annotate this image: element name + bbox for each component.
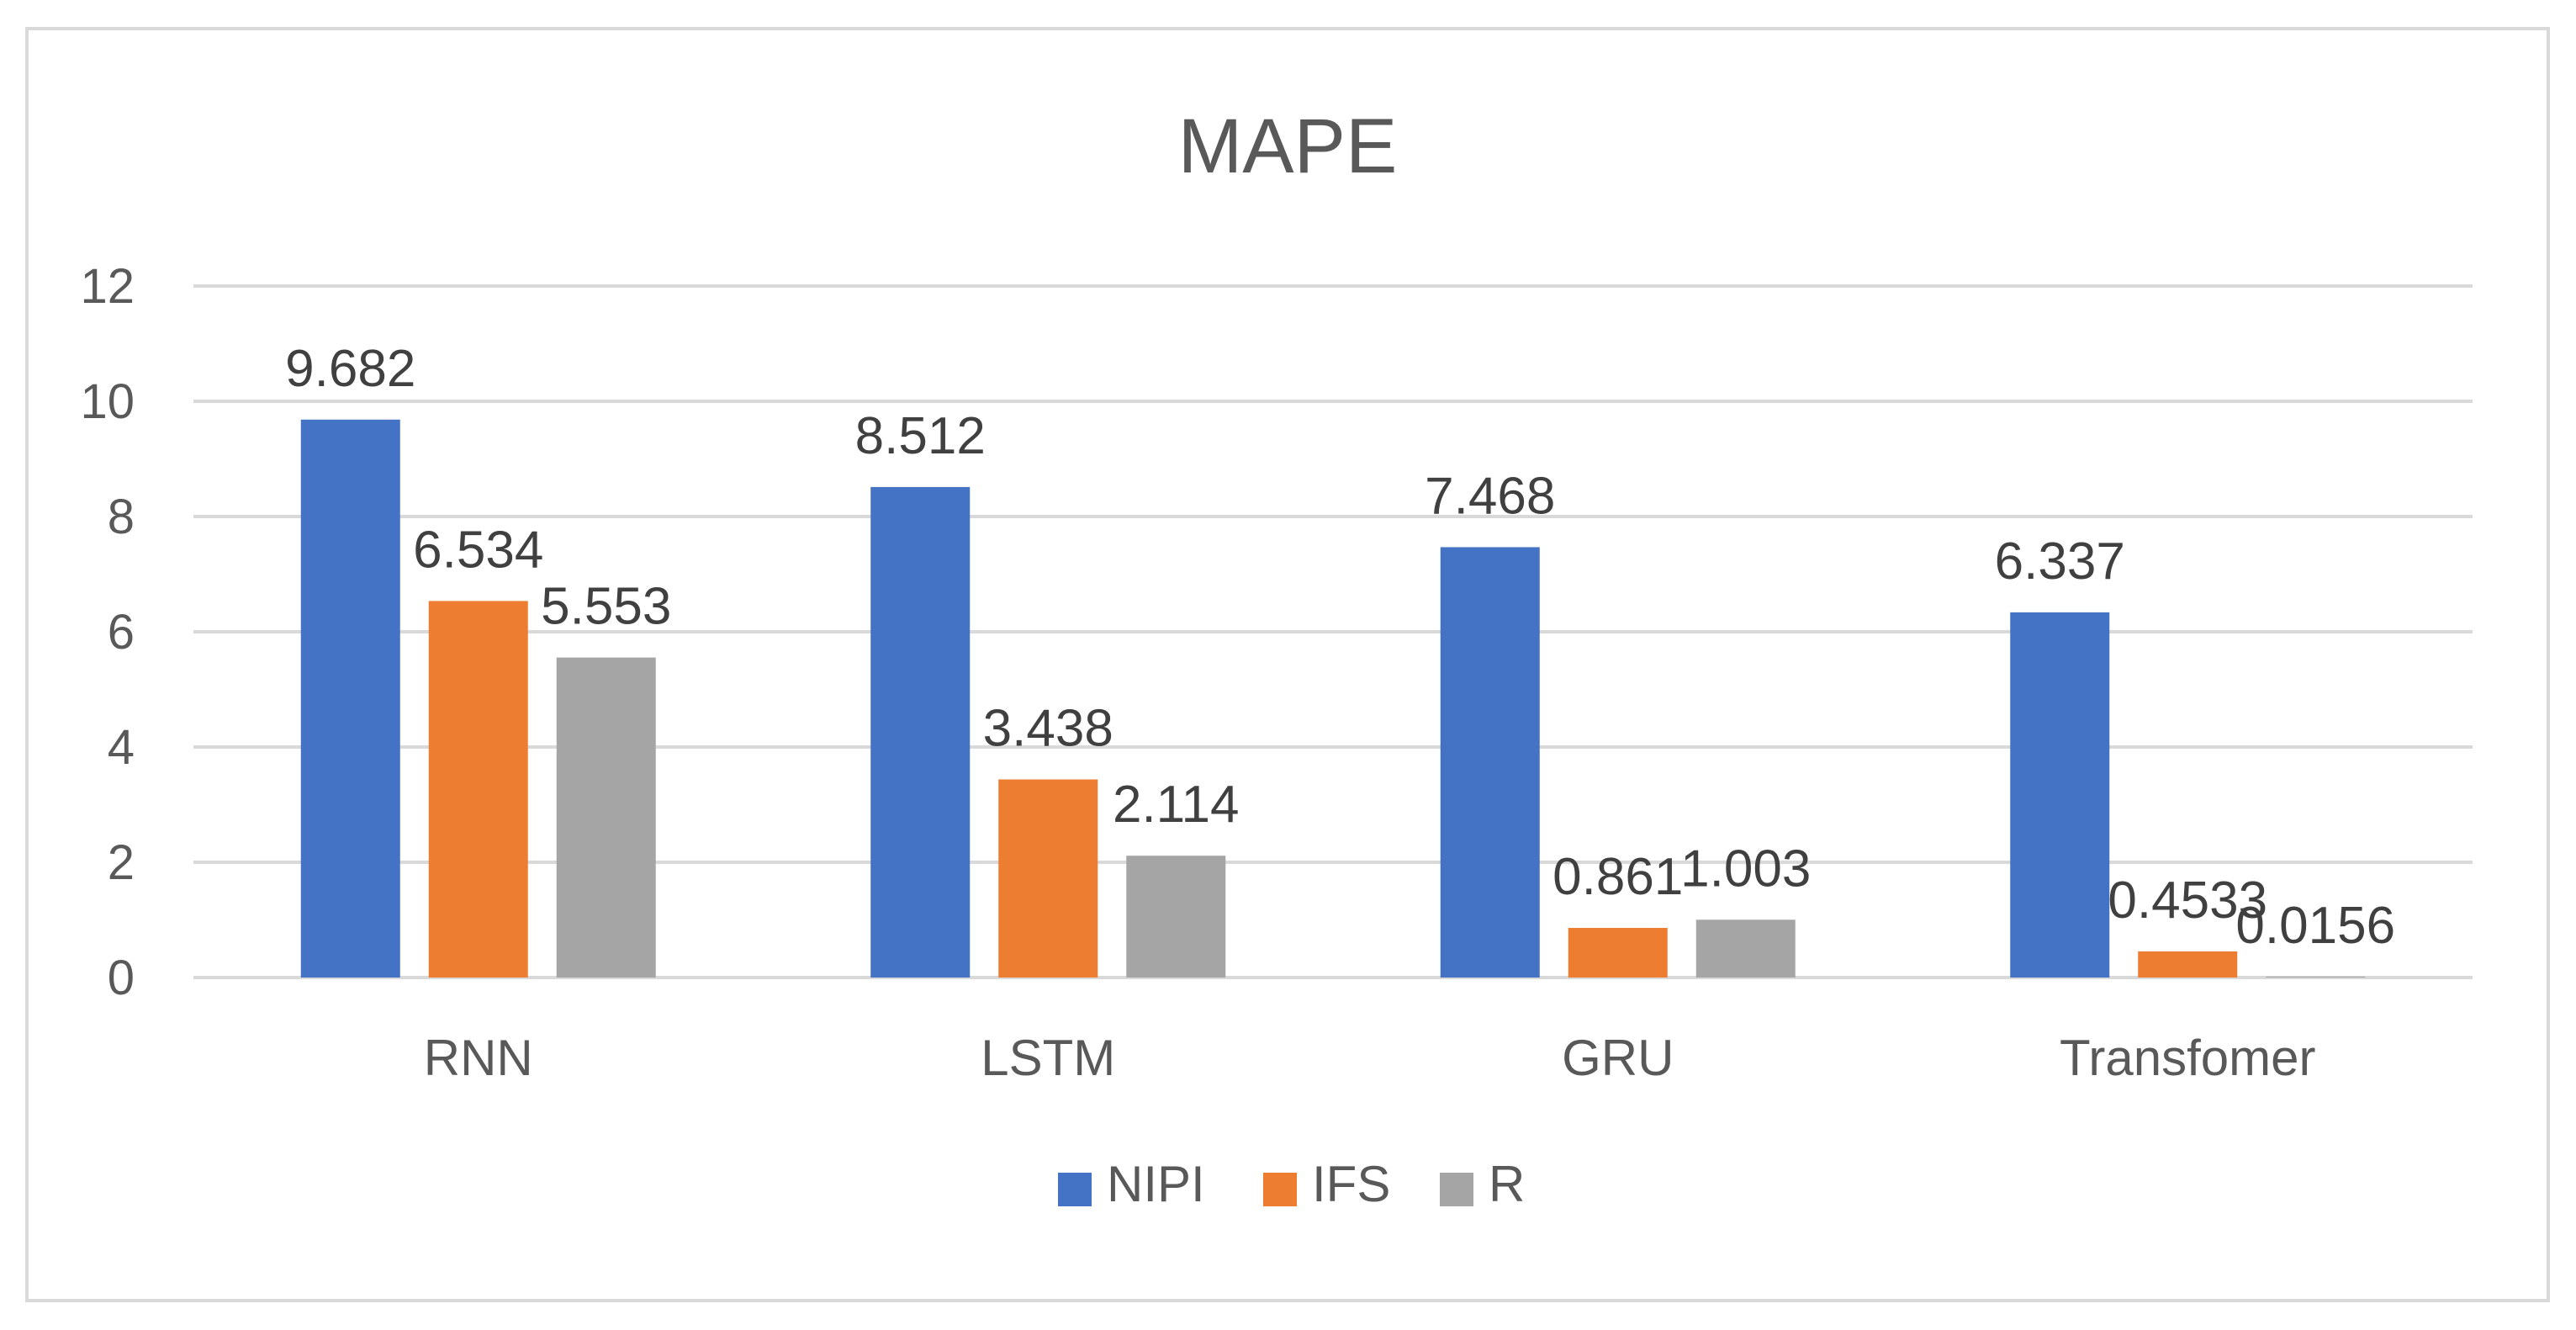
y-tick-label: 12 xyxy=(80,259,135,314)
y-tick-label: 4 xyxy=(108,720,135,775)
legend-label: NIPI xyxy=(1107,1156,1205,1212)
bar-ifs-transfomer xyxy=(2138,951,2238,978)
data-label: 0.861 xyxy=(1552,848,1683,906)
y-tick-label: 10 xyxy=(80,374,135,429)
data-label: 0.4533 xyxy=(2108,872,2267,930)
data-label: 3.438 xyxy=(983,699,1113,757)
bar-r-lstm xyxy=(1126,856,1226,978)
y-tick-label: 0 xyxy=(108,951,135,1005)
bar-r-gru xyxy=(1695,919,1796,978)
legend-swatch-ifs xyxy=(1263,1173,1297,1206)
x-category-label: GRU xyxy=(1562,1030,1674,1086)
data-label: 9.682 xyxy=(285,340,415,398)
data-label: 6.337 xyxy=(1995,533,2125,591)
data-label: 6.534 xyxy=(413,521,543,579)
bar-nipi-rnn xyxy=(300,419,400,978)
data-label: 7.468 xyxy=(1425,467,1555,525)
data-label: 5.553 xyxy=(541,578,671,636)
chart-title: MAPE xyxy=(1178,103,1398,189)
y-axis-ticks: 0 2 4 6 8 10 12 xyxy=(80,259,135,1005)
bar-r-transfomer xyxy=(2266,976,2366,978)
x-category-label: Transfomer xyxy=(2060,1030,2316,1086)
bar-ifs-rnn xyxy=(428,601,528,978)
bar-nipi-lstm xyxy=(870,486,971,978)
x-category-label: RNN xyxy=(424,1030,533,1086)
bar-r-rnn xyxy=(556,657,656,978)
legend-label: IFS xyxy=(1312,1156,1390,1212)
data-label: 8.512 xyxy=(855,407,986,465)
y-tick-label: 8 xyxy=(108,490,135,544)
data-label: 2.114 xyxy=(1113,776,1240,834)
bars xyxy=(300,419,2366,978)
legend-swatch-r xyxy=(1440,1173,1473,1206)
bar-ifs-gru xyxy=(1568,928,1668,978)
legend: NIPI IFS R xyxy=(1058,1156,1525,1212)
legend-swatch-nipi xyxy=(1058,1173,1092,1206)
y-tick-label: 2 xyxy=(108,835,135,890)
data-label: 0.0156 xyxy=(2235,897,2395,955)
data-label: 1.003 xyxy=(1680,840,1811,898)
y-tick-label: 6 xyxy=(108,605,135,660)
x-category-label: LSTM xyxy=(981,1030,1115,1086)
bar-ifs-lstm xyxy=(998,779,1098,978)
x-axis-categories: RNN LSTM GRU Transfomer xyxy=(424,1030,2316,1086)
bar-nipi-transfomer xyxy=(2010,612,2110,978)
legend-label: R xyxy=(1489,1156,1525,1212)
bar-nipi-gru xyxy=(1440,547,1540,978)
